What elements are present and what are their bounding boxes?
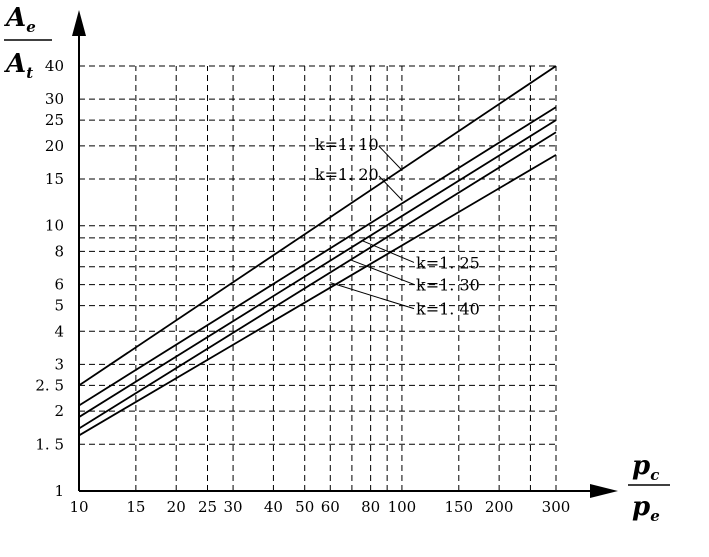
series-label: k=1. 20 — [315, 165, 379, 184]
annotation-leader — [378, 145, 403, 171]
y-axis-label-denominator: At — [3, 49, 33, 82]
x-tick-label: 25 — [198, 498, 217, 516]
y-tick-label: 20 — [45, 137, 64, 155]
series-line — [78, 106, 557, 407]
x-tick-label: 50 — [295, 498, 314, 516]
y-tick-label: 4 — [54, 322, 64, 340]
y-tick-label: 1 — [54, 482, 64, 500]
annotation-leader — [378, 175, 403, 201]
series-label: k=1. 25 — [416, 253, 480, 272]
y-tick-label: 5 — [54, 297, 64, 315]
x-axis-arrow — [590, 484, 618, 498]
x-tick-label: 30 — [224, 498, 243, 516]
y-tick-label: 3 — [54, 355, 64, 373]
axes — [72, 10, 618, 498]
x-tick-label: 60 — [321, 498, 340, 516]
grid — [79, 65, 557, 491]
x-tick-label: 200 — [485, 498, 514, 516]
x-tick-label: 300 — [542, 498, 571, 516]
x-tick-label: 15 — [126, 498, 145, 516]
x-tick-label: 40 — [264, 498, 283, 516]
y-tick-label: 40 — [45, 57, 64, 75]
x-tick-label: 20 — [167, 498, 186, 516]
x-tick-label: 80 — [361, 498, 380, 516]
y-axis-label-numerator-sub: e — [26, 18, 36, 36]
y-tick-label: 8 — [54, 242, 64, 260]
series-line — [78, 119, 557, 418]
y-axis-label-denominator-sub: t — [26, 64, 33, 82]
y-tick-label: 10 — [45, 217, 64, 235]
annotation-leader — [330, 282, 415, 310]
annotation-leader — [351, 259, 415, 285]
labels: 10 15 20 25 30 40 50 60 80 100 150 200 300 1 1. 5 2 2. 5… — [3, 3, 670, 525]
series-line — [78, 131, 557, 430]
x-axis-label-numerator-sub: c — [650, 466, 659, 484]
y-axis-label-numerator: Ae — [3, 3, 36, 36]
annotation-leader — [361, 239, 415, 263]
y-tick-label: 6 — [54, 276, 64, 294]
series-label: k=1. 10 — [315, 135, 379, 154]
annotations: k=1. 10 k=1. 20 k=1. 25 k=1. 30 k=1. 40 — [315, 135, 480, 319]
x-tick-label: 10 — [69, 498, 88, 516]
y-tick-label: 25 — [45, 111, 64, 129]
series-line — [78, 154, 557, 437]
x-axis-label-numerator: pc — [632, 451, 659, 484]
x-tick-label: 150 — [444, 498, 473, 516]
series-label: k=1. 30 — [416, 275, 480, 294]
y-tick-label: 1. 5 — [35, 435, 64, 453]
y-tick-label: 15 — [45, 170, 64, 188]
y-tick-label: 2. 5 — [35, 376, 64, 394]
y-tick-label: 30 — [45, 90, 64, 108]
series-line — [78, 65, 557, 387]
x-tick-label: 100 — [388, 498, 417, 516]
x-axis-label-denominator-sub: e — [650, 507, 660, 525]
y-tick-label: 2 — [54, 402, 64, 420]
x-axis-label-denominator: pe — [632, 492, 660, 525]
series-lines — [78, 65, 557, 437]
y-axis-arrow — [72, 10, 86, 36]
series-label: k=1. 40 — [416, 300, 480, 319]
